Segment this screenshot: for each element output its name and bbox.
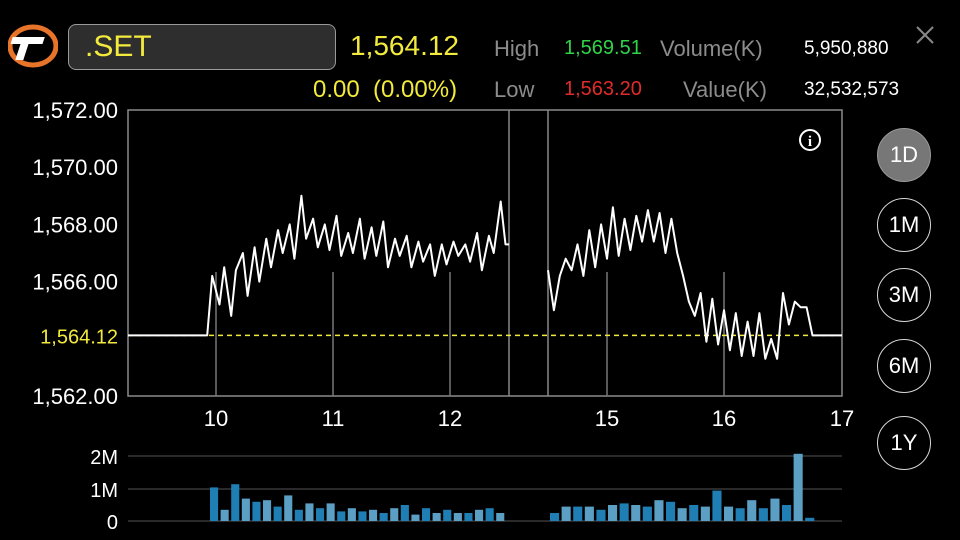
value-value: 32,532,573 [804, 79, 900, 100]
volume-bar [747, 500, 757, 521]
volume-bar [326, 503, 335, 521]
volume-bar [475, 509, 484, 521]
volume-bar [284, 495, 293, 521]
volume-bar [654, 500, 664, 521]
reference-label: 1,564.12 [40, 326, 118, 348]
volume-bar [400, 505, 409, 521]
volume-bar [453, 513, 462, 521]
y-tick-label: 1,568.00 [32, 212, 118, 237]
volume-bar [337, 511, 346, 521]
price-chart: 1,572.00 1,570.00 1,568.00 1,566.00 1,562.00… [32, 98, 854, 534]
volume-bar [379, 513, 388, 521]
volume-bar [390, 508, 399, 521]
x-tick-label: 15 [595, 406, 619, 431]
volume-bar [782, 505, 792, 521]
volume-y-tick-label: 2M [90, 447, 118, 469]
volume-bar [677, 508, 687, 521]
volume-bar [231, 484, 240, 521]
volume-bar [252, 501, 261, 521]
volume-y-tick-label: 1M [90, 480, 118, 502]
volume-bar [689, 505, 699, 521]
volume-bar [358, 511, 367, 521]
volume-bar [443, 509, 452, 521]
volume-bar [584, 506, 594, 521]
volume-bar [464, 513, 473, 521]
volume-bar [666, 501, 676, 521]
volume-bar [596, 509, 606, 521]
period-button-1y[interactable]: 1Y [877, 416, 931, 470]
x-tick-label: 11 [322, 406, 345, 431]
volume-bar [700, 506, 710, 521]
value-label: Value(K) [683, 77, 767, 102]
high-value: 1,569.51 [564, 37, 642, 59]
volume-bar [642, 506, 652, 521]
volume-bar [724, 506, 734, 521]
volume-bar [273, 506, 282, 521]
last-price: 1,564.12 [350, 30, 459, 61]
volume-bar [619, 503, 629, 521]
volume-bar [550, 513, 560, 521]
volume-bar [422, 508, 431, 521]
volume-bar [631, 505, 641, 521]
y-tick-label: 1,570.00 [32, 155, 118, 180]
period-button-3m[interactable]: 3M [877, 268, 931, 322]
symbol-search-field[interactable]: .SET [68, 24, 336, 70]
volume-bar [758, 508, 768, 521]
volume-bar [793, 453, 803, 521]
volume-value: 5,950,880 [804, 38, 889, 59]
low-label: Low [494, 77, 535, 102]
volume-bar [573, 506, 583, 521]
volume-bar [411, 514, 420, 521]
chart-frame [127, 109, 843, 397]
period-button-6m[interactable]: 6M [877, 339, 931, 393]
price-line-session-1 [128, 194, 509, 337]
y-tick-label: 1,562.00 [32, 384, 118, 409]
volume-bar [485, 508, 494, 521]
symbol-text: .SET [85, 30, 152, 63]
volume-label: Volume(K) [660, 36, 763, 61]
x-tick-label: 17 [830, 406, 854, 431]
period-button-1m[interactable]: 1M [877, 198, 931, 252]
volume-bar [735, 508, 745, 521]
price-line-session-2 [547, 206, 842, 360]
volume-bar [608, 505, 618, 521]
volume-bar [263, 500, 272, 521]
x-tick-label: 12 [438, 406, 462, 431]
volume-bar [561, 506, 571, 521]
volume-bar [316, 508, 325, 521]
y-tick-label: 1,566.00 [32, 270, 118, 295]
high-label: High [494, 36, 540, 61]
volume-bar [241, 498, 250, 521]
y-tick-label: 1,572.00 [32, 98, 118, 123]
volume-bar [805, 517, 815, 521]
volume-y-tick-label: 0 [107, 512, 118, 534]
close-icon[interactable] [914, 24, 936, 46]
price-change: 0.00 (0.00%) [313, 76, 458, 103]
info-icon[interactable] [799, 129, 821, 151]
volume-bar [294, 509, 303, 521]
volume-bar [432, 513, 441, 521]
volume-bar [369, 509, 378, 521]
volume-bar [770, 498, 780, 521]
volume-bar [220, 509, 229, 521]
period-button-1d[interactable]: 1D [877, 128, 931, 182]
volume-bar [347, 508, 356, 521]
volume-bar [305, 503, 314, 521]
volume-bar [712, 490, 722, 521]
info-icon-glyph: i [808, 134, 812, 150]
volume-bar [496, 513, 505, 521]
brand-logo [8, 24, 58, 68]
x-tick-label: 10 [204, 406, 228, 431]
low-value: 1,563.20 [564, 78, 642, 100]
x-tick-label: 16 [712, 406, 736, 431]
volume-bar [210, 487, 219, 521]
